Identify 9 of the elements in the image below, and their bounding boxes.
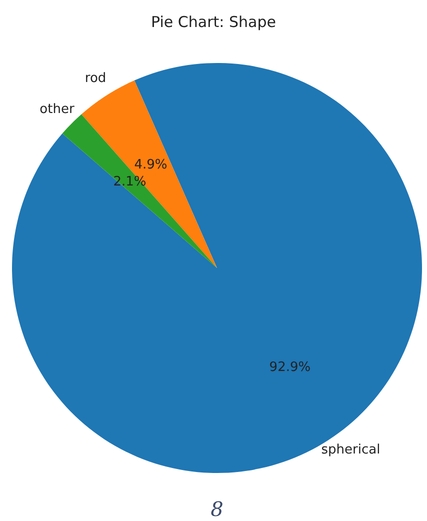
- slice-label: rod: [84, 71, 106, 86]
- slice-label: other: [40, 102, 75, 118]
- chart-title: Pie Chart: Shape: [151, 13, 276, 31]
- pie-slice: [12, 63, 422, 473]
- pie-slice: [62, 114, 217, 268]
- data-label: 4.9%: [134, 157, 168, 172]
- slice-label: spherical: [321, 442, 380, 458]
- text: 8: [210, 497, 224, 521]
- data-label: 92.9%: [269, 360, 311, 376]
